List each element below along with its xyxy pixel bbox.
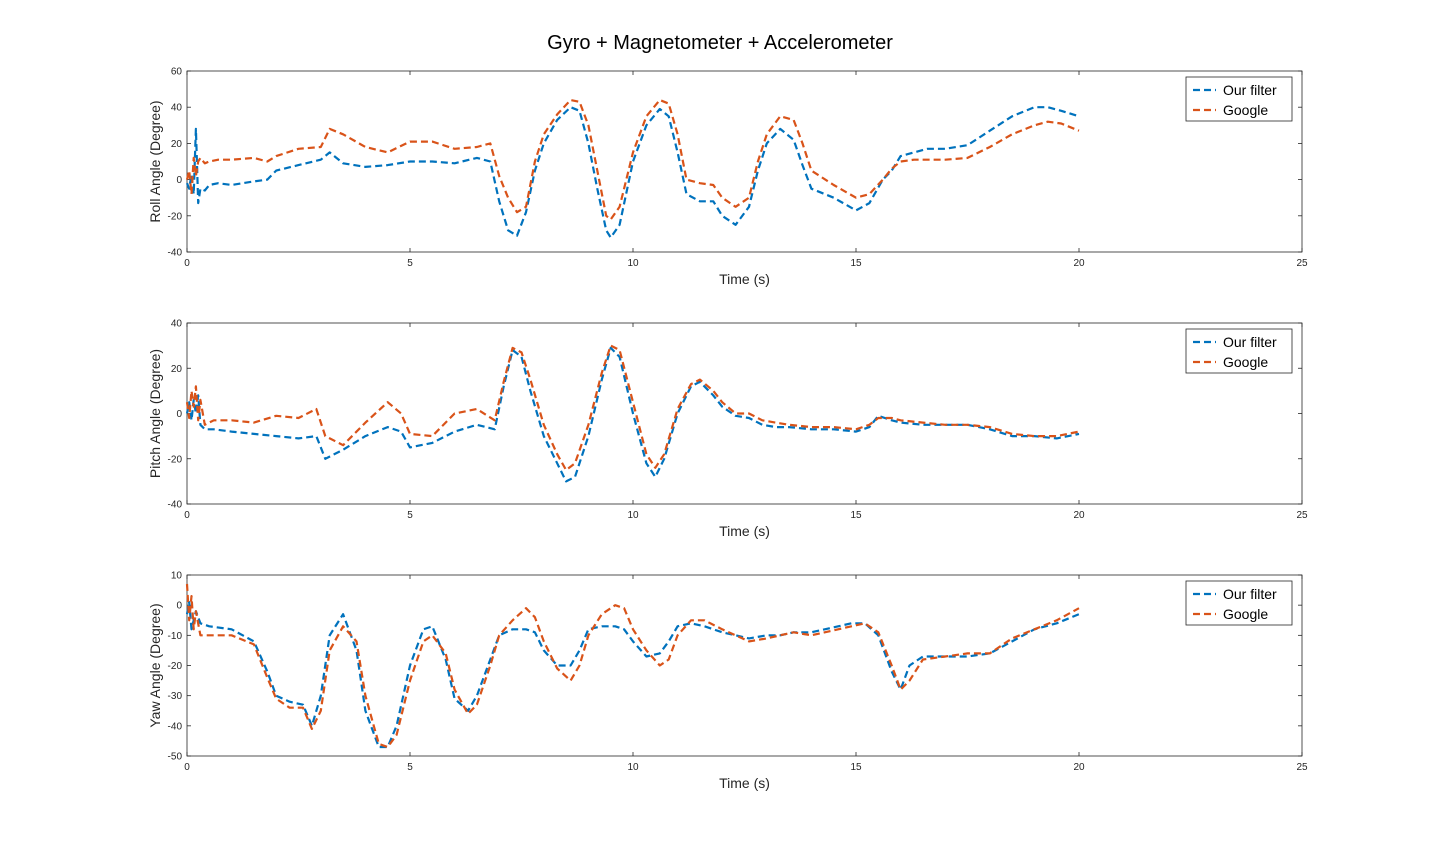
roll-ytick-label: -40 xyxy=(168,248,183,259)
yaw-ytick-label: 0 xyxy=(176,601,182,612)
roll-ytick-label: -20 xyxy=(168,211,183,222)
pitch-plot-area xyxy=(186,322,1303,505)
roll-series-our-filter-line xyxy=(185,106,1080,239)
yaw-ytick-label: -50 xyxy=(168,752,183,763)
pitch-xtick-label: 20 xyxy=(1073,510,1085,521)
yaw-ytick-label: 10 xyxy=(171,571,183,582)
yaw-chart: 0 5 10 15 20 25 -50 -40 -30 -20 -10 0 10 Time (s) Yaw … xyxy=(147,571,1308,792)
pitch-x-axis-label: Time (s) xyxy=(719,523,770,539)
roll-ytick-label: 60 xyxy=(171,67,183,78)
pitch-legend-label: Google xyxy=(1223,354,1268,370)
yaw-ytick-label: -20 xyxy=(168,661,183,672)
roll-x-axis-label: Time (s) xyxy=(719,271,770,287)
roll-ytick-label: 0 xyxy=(176,175,182,186)
yaw-legend-box xyxy=(1185,580,1293,626)
pitch-ytick-label: 20 xyxy=(171,364,183,375)
roll-ytick-label: 40 xyxy=(171,103,183,114)
pitch-xtick-label: 5 xyxy=(407,510,413,521)
roll-legend-label: Our filter xyxy=(1223,82,1277,98)
yaw-xtick-label: 10 xyxy=(627,762,639,773)
pitch-legend-label: Our filter xyxy=(1223,334,1277,350)
yaw-xtick-label: 5 xyxy=(407,762,413,773)
yaw-legend: Our filter Google xyxy=(1185,580,1293,626)
pitch-series-google-line xyxy=(185,344,1080,472)
yaw-y-axis-label: Yaw Angle (Degree) xyxy=(147,603,163,727)
roll-y-axis-label: Roll Angle (Degree) xyxy=(147,100,163,222)
roll-legend-label: Google xyxy=(1223,102,1268,118)
pitch-ytick-label: -20 xyxy=(168,454,183,465)
roll-ytick-label: 20 xyxy=(171,139,183,150)
pitch-legend: Our filter Google xyxy=(1185,328,1293,374)
roll-legend: Our filter Google xyxy=(1185,76,1293,122)
roll-plot-area xyxy=(186,70,1303,253)
yaw-legend-label: Google xyxy=(1223,606,1268,622)
roll-series-google-line xyxy=(185,98,1080,221)
roll-xtick-label: 0 xyxy=(184,258,190,269)
roll-xtick-label: 5 xyxy=(407,258,413,269)
yaw-xtick-label: 0 xyxy=(184,762,190,773)
pitch-series-our-filter-line xyxy=(185,346,1080,483)
roll-xtick-label: 20 xyxy=(1073,258,1085,269)
yaw-xtick-label: 20 xyxy=(1073,762,1085,773)
yaw-ytick-label: -30 xyxy=(168,691,183,702)
pitch-chart: 0 5 10 15 20 25 -40 -20 0 20 40 Time (s) Pitch Angle… xyxy=(147,319,1308,540)
roll-xtick-label: 25 xyxy=(1296,258,1308,269)
pitch-ytick-label: -40 xyxy=(168,500,183,511)
roll-legend-box xyxy=(1185,76,1293,122)
pitch-xtick-label: 10 xyxy=(627,510,639,521)
pitch-ytick-label: 0 xyxy=(176,409,182,420)
yaw-xtick-label: 25 xyxy=(1296,762,1308,773)
yaw-ytick-label: -40 xyxy=(168,721,183,732)
pitch-ytick-label: 40 xyxy=(171,319,183,330)
pitch-legend-box xyxy=(1185,328,1293,374)
pitch-xtick-label: 15 xyxy=(850,510,862,521)
yaw-series-google-line xyxy=(185,583,1080,749)
roll-chart: 0 5 10 15 20 25 -40 -20 0 20 40 60 Time (s) Roll Angl… xyxy=(147,67,1308,288)
yaw-plot-area xyxy=(186,574,1303,757)
pitch-xtick-label: 0 xyxy=(184,510,190,521)
figure-title: Gyro + Magnetometer + Accelerometer xyxy=(547,32,893,54)
yaw-xtick-label: 15 xyxy=(850,762,862,773)
yaw-x-axis-label: Time (s) xyxy=(719,775,770,791)
yaw-ytick-label: -10 xyxy=(168,631,183,642)
roll-xtick-label: 10 xyxy=(627,258,639,269)
pitch-y-axis-label: Pitch Angle (Degree) xyxy=(147,349,163,478)
roll-xtick-label: 15 xyxy=(850,258,862,269)
pitch-xtick-label: 25 xyxy=(1296,510,1308,521)
yaw-legend-label: Our filter xyxy=(1223,586,1277,602)
